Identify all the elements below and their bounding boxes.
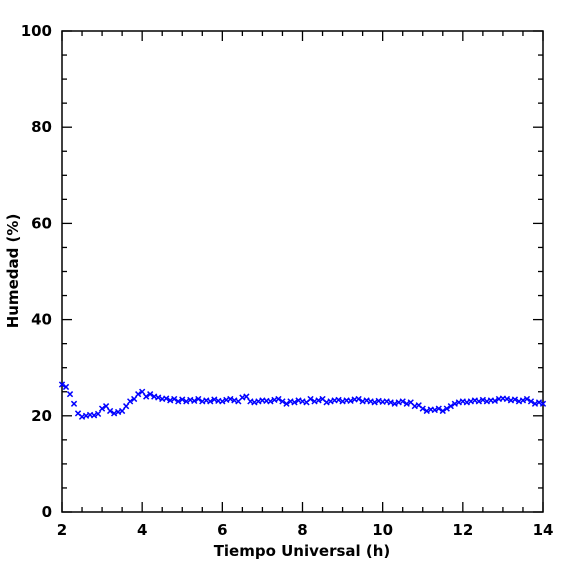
data-point [519, 397, 527, 404]
data-point [58, 381, 66, 388]
data-point [131, 395, 138, 403]
data-point [399, 398, 406, 405]
data-point [179, 396, 186, 403]
data-point [167, 397, 174, 404]
y-axis-title: Humedad (%) [4, 214, 22, 329]
data-point [90, 412, 98, 419]
data-point [127, 398, 134, 405]
x-tick-label: 4 [137, 521, 147, 539]
data-point [435, 405, 442, 412]
data-point [183, 398, 190, 405]
data-point [451, 400, 458, 407]
data-point [387, 399, 394, 406]
data-point [163, 395, 170, 402]
data-point [66, 391, 74, 398]
data-point [211, 396, 218, 403]
data-point [98, 405, 106, 412]
data-point [171, 395, 178, 403]
y-tick-labels: 0 20 40 60 80 100 [21, 22, 52, 521]
data-point [283, 400, 290, 407]
data-point [135, 391, 142, 398]
data-point [531, 400, 539, 407]
data-point [175, 398, 182, 405]
data-point [391, 400, 398, 407]
data-point [106, 407, 114, 415]
data-point [439, 407, 446, 415]
data-point [279, 398, 286, 405]
axis-ticks [61, 30, 544, 513]
data-point [443, 405, 450, 412]
data-point [123, 403, 130, 410]
data-point [431, 406, 438, 414]
data-point [139, 388, 146, 395]
x-tick-label: 12 [452, 521, 473, 539]
data-point [503, 395, 511, 403]
data-point [479, 396, 487, 404]
data-point [335, 396, 342, 404]
x-tick-labels: 2 4 6 8 10 12 14 [57, 521, 554, 539]
data-point [155, 394, 162, 401]
data-point [143, 393, 150, 400]
data-point [347, 397, 354, 405]
data-point [62, 383, 70, 391]
data-point [110, 410, 118, 417]
data-point [535, 399, 543, 406]
y-tick-label: 100 [21, 22, 52, 40]
data-point [102, 403, 110, 410]
data-point [475, 398, 482, 405]
x-axis-title: Tiempo Universal (h) [214, 542, 391, 560]
data-point [523, 395, 531, 403]
data-points [58, 381, 547, 420]
data-point [227, 395, 234, 403]
x-tick-label: 6 [217, 521, 227, 539]
y-tick-label: 80 [31, 118, 52, 136]
data-point [70, 400, 78, 407]
data-point [207, 398, 214, 405]
y-tick-label: 20 [31, 407, 52, 425]
data-point [307, 395, 314, 403]
data-point [423, 407, 430, 415]
data-point [118, 407, 126, 415]
data-point [195, 395, 202, 403]
y-tick-label: 40 [31, 311, 52, 329]
data-point [94, 410, 102, 418]
data-point [527, 398, 535, 405]
data-point [243, 393, 250, 400]
data-point [491, 397, 499, 405]
data-point [219, 398, 226, 405]
data-point [539, 400, 547, 407]
data-point [147, 391, 154, 398]
data-point [371, 399, 378, 406]
data-point [267, 398, 274, 405]
data-point [403, 400, 410, 407]
data-point [511, 396, 519, 403]
x-tick-label: 8 [297, 521, 307, 539]
data-point [315, 397, 322, 404]
data-point [355, 395, 362, 403]
x-tick-label: 14 [533, 521, 554, 539]
x-tick-label: 2 [57, 521, 67, 539]
data-point [191, 397, 198, 405]
x-tick-label: 10 [372, 521, 393, 539]
data-point [275, 395, 282, 403]
data-point [447, 403, 454, 410]
data-point [291, 399, 298, 406]
y-tick-label: 0 [42, 503, 52, 521]
y-tick-label: 60 [31, 214, 52, 232]
data-point [419, 405, 426, 412]
plot-frame [61, 30, 544, 513]
